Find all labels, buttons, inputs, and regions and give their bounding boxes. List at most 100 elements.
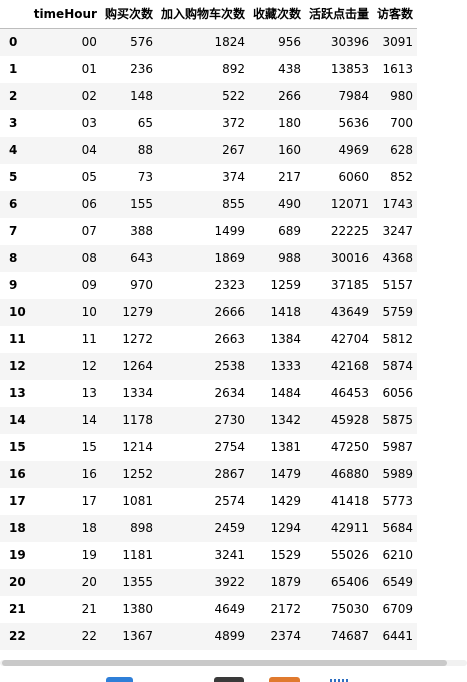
cell-active-clicks: 30396 (330, 35, 370, 49)
cell-visitors: 5989 (382, 467, 414, 481)
row-index: 8 (9, 251, 18, 265)
cell-add-to-cart: 4649 (214, 602, 245, 616)
table-row: 7 07 388 1499 689 22225 3247 (0, 218, 418, 245)
cell-favorites: 956 (278, 35, 301, 49)
cell-visitors: 3091 (382, 35, 414, 49)
cell-favorites: 1384 (270, 332, 301, 346)
cell-timehour: 00 (81, 35, 97, 49)
table-body: 0 00 576 1824 956 30396 3091 1 01 236 892 438 13853 1… (0, 28, 418, 650)
cell-timehour: 17 (81, 494, 97, 508)
cell-favorites: 1529 (270, 548, 301, 562)
table-row: 6 06 155 855 490 12071 1743 (0, 191, 418, 218)
row-index: 19 (9, 548, 26, 562)
cell-add-to-cart: 2574 (214, 494, 245, 508)
cell-active-clicks: 45928 (330, 413, 370, 427)
cell-favorites: 180 (278, 116, 301, 130)
column-header-favorites: 收藏次数 (248, 0, 305, 29)
cell-favorites: 2374 (270, 629, 301, 643)
table-row: 4 04 88 267 160 4969 628 (0, 137, 418, 164)
cell-active-clicks: 42704 (330, 332, 370, 346)
taskbar-app-icon[interactable] (106, 677, 133, 682)
table-row: 12 12 1264 2538 1333 42168 5874 (0, 353, 418, 380)
cell-add-to-cart: 855 (222, 197, 245, 211)
cell-timehour: 09 (81, 278, 97, 292)
column-header-active-clicks: 活跃点击量 (305, 0, 374, 29)
table-row: 3 03 65 372 180 5636 700 (0, 110, 418, 137)
cell-active-clicks: 30016 (330, 251, 370, 265)
cell-visitors: 5874 (382, 359, 414, 373)
row-index: 9 (9, 278, 18, 292)
row-index: 17 (9, 494, 26, 508)
cell-visitors: 5684 (382, 521, 414, 535)
cell-timehour: 01 (81, 62, 97, 76)
dataframe-table: timeHour 购买次数 加入购物车次数 收藏次数 活跃点击量 访客数 0 00… (0, 0, 418, 650)
cell-timehour: 07 (81, 224, 97, 238)
cell-timehour: 18 (81, 521, 97, 535)
cell-favorites: 1342 (270, 413, 301, 427)
cell-purchases: 1334 (122, 386, 153, 400)
cell-add-to-cart: 372 (222, 116, 245, 130)
cell-add-to-cart: 2754 (214, 440, 245, 454)
cell-timehour: 06 (81, 197, 97, 211)
cell-favorites: 1879 (270, 575, 301, 589)
cell-visitors: 980 (390, 89, 414, 103)
column-header-add-to-cart: 加入购物车次数 (156, 0, 249, 29)
row-index: 21 (9, 602, 26, 616)
cell-timehour: 10 (81, 305, 97, 319)
column-header-timehour: timeHour (29, 0, 101, 29)
cell-visitors: 3247 (382, 224, 414, 238)
taskbar-app-icon[interactable] (214, 677, 244, 682)
table-row: 11 11 1272 2663 1384 42704 5812 (0, 326, 418, 353)
taskbar-app-icon[interactable] (330, 679, 350, 682)
cell-favorites: 1484 (270, 386, 301, 400)
cell-timehour: 22 (81, 629, 97, 643)
cell-add-to-cart: 2867 (214, 467, 245, 481)
cell-visitors: 5812 (382, 332, 414, 346)
row-index: 0 (9, 35, 18, 49)
cell-active-clicks: 47250 (330, 440, 370, 454)
cell-purchases: 1380 (122, 602, 153, 616)
cell-visitors: 5759 (382, 305, 414, 319)
cell-favorites: 1429 (270, 494, 301, 508)
cell-timehour: 19 (81, 548, 97, 562)
cell-visitors: 6056 (382, 386, 414, 400)
cell-add-to-cart: 522 (222, 89, 245, 103)
taskbar-app-icon[interactable] (269, 677, 300, 682)
row-index: 7 (9, 224, 18, 238)
cell-active-clicks: 37185 (330, 278, 370, 292)
table-row: 18 18 898 2459 1294 42911 5684 (0, 515, 418, 542)
cell-purchases: 643 (130, 251, 153, 265)
cell-favorites: 1333 (270, 359, 301, 373)
taskbar-edge (0, 672, 467, 682)
cell-visitors: 628 (390, 143, 414, 157)
cell-favorites: 1259 (270, 278, 301, 292)
cell-add-to-cart: 3241 (214, 548, 245, 562)
table-row: 10 10 1279 2666 1418 43649 5759 (0, 299, 418, 326)
cell-favorites: 1418 (270, 305, 301, 319)
cell-purchases: 88 (137, 143, 153, 157)
cell-purchases: 1081 (122, 494, 153, 508)
cell-purchases: 148 (130, 89, 153, 103)
scrollbar-thumb[interactable] (2, 660, 447, 666)
cell-purchases: 1214 (122, 440, 153, 454)
index-header (0, 0, 30, 29)
cell-active-clicks: 42911 (330, 521, 370, 535)
table-row: 21 21 1380 4649 2172 75030 6709 (0, 596, 418, 623)
cell-active-clicks: 55026 (330, 548, 370, 562)
cell-add-to-cart: 2663 (214, 332, 245, 346)
cell-visitors: 5157 (382, 278, 414, 292)
row-index: 14 (9, 413, 26, 427)
horizontal-scrollbar[interactable] (0, 656, 467, 670)
cell-visitors: 5773 (382, 494, 414, 508)
cell-active-clicks: 46880 (330, 467, 370, 481)
cell-purchases: 970 (130, 278, 153, 292)
table-row: 20 20 1355 3922 1879 65406 6549 (0, 569, 418, 596)
cell-timehour: 08 (81, 251, 97, 265)
cell-visitors: 6709 (382, 602, 414, 616)
column-header-visitors: 访客数 (373, 0, 418, 29)
row-index: 15 (9, 440, 26, 454)
cell-visitors: 852 (390, 170, 414, 184)
row-index: 16 (9, 467, 26, 481)
cell-timehour: 03 (81, 116, 97, 130)
